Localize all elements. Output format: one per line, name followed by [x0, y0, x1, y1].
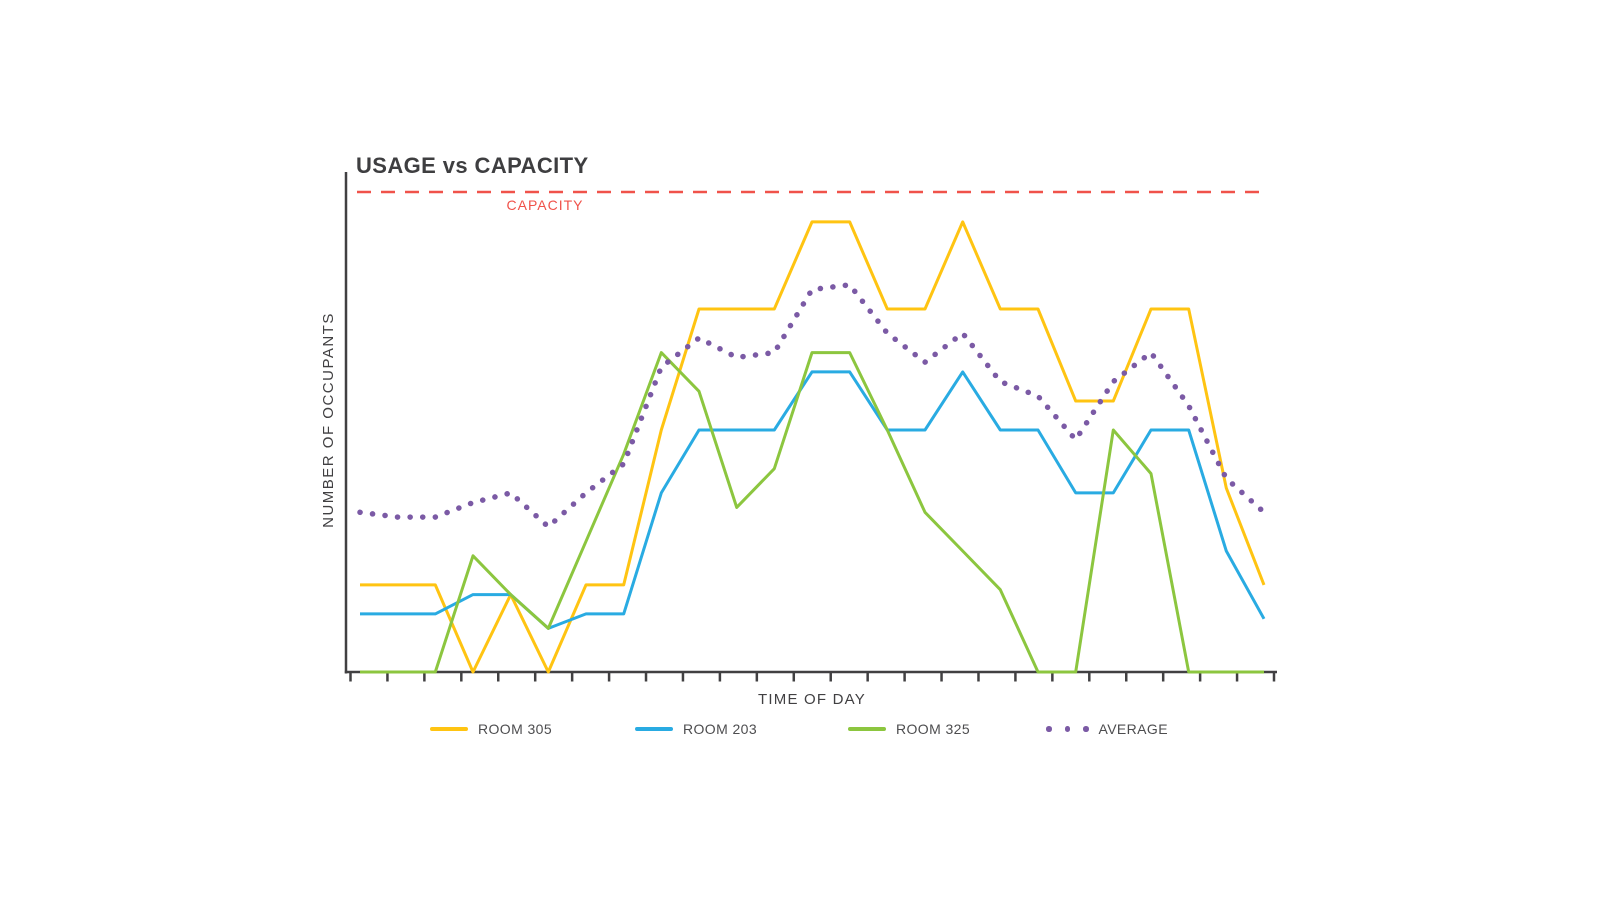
legend-item-average: AVERAGE [1046, 720, 1168, 738]
legend-swatch-room-325-line [848, 727, 886, 731]
legend-item-room-203: ROOM 203 [635, 720, 757, 738]
legend-label-room-203: ROOM 203 [683, 721, 757, 737]
series-line-room-203 [360, 370, 1266, 630]
series-line-average [357, 282, 1267, 530]
legend-item-room-325: ROOM 325 [848, 720, 970, 738]
chart-title: USAGE vs CAPACITY [356, 153, 589, 178]
legend-label-room-325: ROOM 325 [896, 721, 970, 737]
legend-swatch-room-305-line [430, 727, 468, 731]
legend-swatch-room-203-line [635, 727, 673, 731]
legend-swatch-average-dots [1046, 726, 1089, 732]
x-axis-label: TIME OF DAY [758, 691, 866, 708]
y-axis-label: NUMBER OF OCCUPANTS [320, 312, 337, 528]
legend-label-average: AVERAGE [1098, 721, 1168, 737]
series-line-room-325 [360, 351, 1264, 674]
capacity-line-label: CAPACITY [506, 197, 584, 213]
legend-label-room-305: ROOM 305 [478, 721, 552, 737]
legend-item-room-305: ROOM 305 [430, 720, 552, 738]
